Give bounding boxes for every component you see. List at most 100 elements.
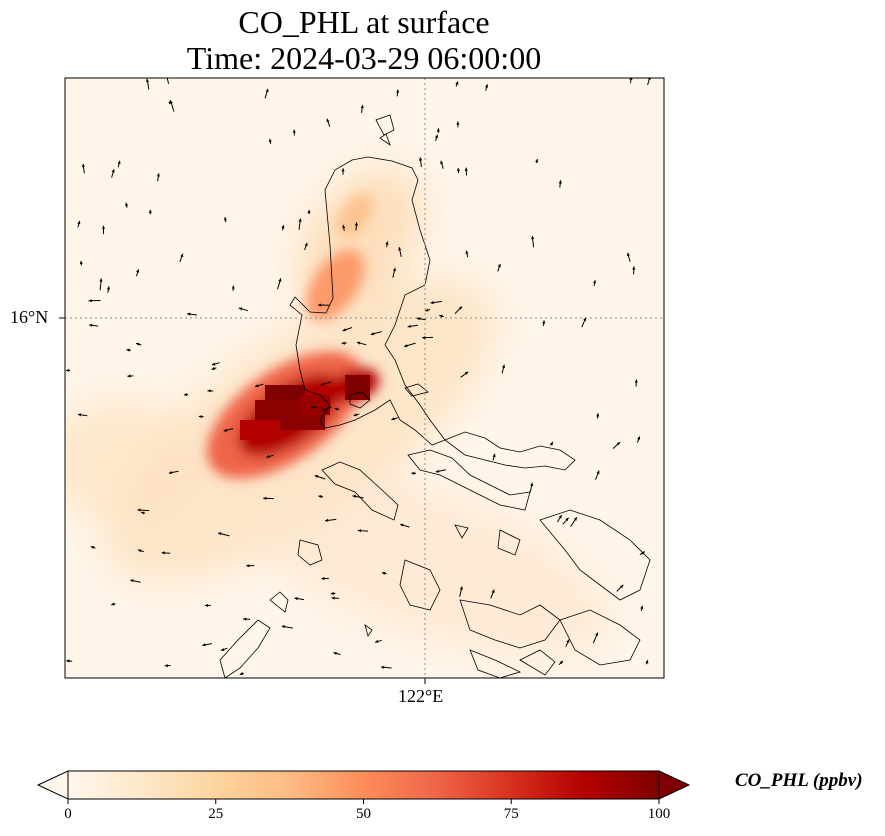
wind-arrow-head bbox=[531, 235, 535, 240]
wind-arrow-head bbox=[77, 220, 81, 225]
wind-arrow-head bbox=[79, 260, 83, 265]
wind-arrow-head bbox=[255, 384, 259, 388]
wind-arrow-head bbox=[81, 163, 85, 168]
wind-arrow-head bbox=[342, 328, 346, 332]
wind-arrow-head bbox=[318, 303, 322, 307]
wind-arrow-head bbox=[318, 495, 322, 499]
wind-arrow-head bbox=[325, 518, 329, 522]
wind-arrow-head bbox=[464, 371, 469, 375]
wind-arrow-head bbox=[127, 374, 131, 378]
wind-arrow-head bbox=[223, 428, 228, 432]
wind-arrow-head bbox=[156, 173, 160, 177]
wind-arrow-head bbox=[223, 217, 227, 221]
wind-arrow-head bbox=[334, 407, 338, 411]
wind-arrow-head bbox=[400, 523, 404, 527]
wind-arrow-head bbox=[459, 586, 463, 590]
wind-arrow-head bbox=[326, 118, 330, 123]
lat-tick-label: 16°N bbox=[10, 307, 49, 327]
wind-arrow-head bbox=[311, 405, 315, 409]
wind-arrow-head bbox=[419, 157, 423, 161]
wind-arrow-head bbox=[381, 665, 385, 669]
wind-arrow-head bbox=[168, 100, 172, 104]
wind-arrow-head bbox=[266, 455, 270, 458]
wind-arrow-head bbox=[281, 625, 285, 629]
wind-arrow-head bbox=[141, 511, 145, 515]
wind-arrow-head bbox=[352, 494, 356, 498]
wind-arrow-head bbox=[238, 307, 243, 311]
wind-arrow-head bbox=[218, 532, 222, 536]
wind-arrow-head bbox=[370, 332, 375, 336]
concentration-field bbox=[65, 78, 664, 678]
wind-arrow-head bbox=[392, 267, 396, 272]
wind-arrow-head bbox=[425, 308, 429, 312]
wind-arrow-head bbox=[126, 348, 130, 352]
lon-tick-label: 122°E bbox=[398, 686, 444, 706]
wind-arrow-head bbox=[593, 280, 597, 284]
wind-arrow-head bbox=[619, 584, 624, 589]
wind-arrow-head bbox=[645, 660, 649, 664]
wind-arrow-head bbox=[202, 643, 206, 647]
wind-arrow-head bbox=[559, 660, 563, 665]
wind-arrow-head bbox=[136, 342, 140, 346]
wind-arrow-head bbox=[465, 250, 469, 254]
wind-arrow-head bbox=[385, 241, 389, 245]
wind-arrow-head bbox=[212, 362, 216, 366]
wind-arrow-head bbox=[396, 89, 400, 93]
wind-arrow-head bbox=[183, 393, 188, 397]
wind-arrow bbox=[166, 78, 170, 84]
wind-arrow-head bbox=[292, 129, 296, 133]
map-title: CO_PHL at surface bbox=[238, 4, 490, 40]
wind-arrow-head bbox=[422, 336, 426, 340]
wind-arrow-head bbox=[616, 442, 621, 446]
wind-arrow-head bbox=[99, 278, 103, 282]
colorbar-tick-label: 25 bbox=[208, 806, 224, 822]
wind-arrow-head bbox=[130, 579, 134, 583]
wind-arrow-head bbox=[573, 517, 577, 521]
wind-arrow-head bbox=[187, 312, 191, 316]
wind-arrow-head bbox=[321, 576, 325, 581]
wind-arrow-head bbox=[375, 639, 379, 643]
wind-arrow-head bbox=[637, 436, 641, 440]
wind-arrow-head bbox=[77, 413, 82, 417]
wind-arrow-head bbox=[278, 278, 282, 282]
wind-arrow-head bbox=[458, 306, 463, 310]
wind-arrow-head bbox=[535, 159, 539, 163]
wind-arrow-head bbox=[407, 324, 411, 328]
wind-arrow-head bbox=[416, 317, 420, 321]
wind-arrow-head bbox=[456, 121, 460, 125]
wind-arrow-head bbox=[491, 589, 495, 594]
wind-arrow-head bbox=[198, 415, 202, 419]
wind-arrow-head bbox=[331, 596, 335, 600]
wind-arrow-head bbox=[596, 413, 600, 417]
wind-arrow-head bbox=[265, 88, 269, 93]
wind-arrow-head bbox=[111, 602, 115, 606]
wind-arrow-head bbox=[168, 471, 173, 475]
wind-arrow-head bbox=[595, 632, 598, 636]
wind-arrow-head bbox=[106, 286, 110, 290]
wind-arrow-head bbox=[565, 517, 569, 522]
wind-arrow-head bbox=[268, 138, 272, 142]
wind-arrow-head bbox=[542, 320, 546, 324]
wind-arrow-head bbox=[164, 664, 168, 668]
wind-arrow-head bbox=[320, 382, 325, 386]
wind-arrow-head bbox=[456, 167, 460, 172]
wind-arrow-head bbox=[492, 453, 496, 458]
wind-arrow-head bbox=[341, 168, 345, 172]
map-frame bbox=[64, 77, 665, 679]
wind-arrow-head bbox=[314, 475, 319, 478]
wind-arrow-head bbox=[632, 266, 636, 270]
wind-arrow-head bbox=[204, 603, 209, 607]
wind-arrow-head bbox=[596, 470, 600, 475]
wind-arrow-head bbox=[148, 209, 152, 213]
wind-arrow-head bbox=[111, 169, 115, 173]
wind-arrow bbox=[630, 78, 632, 84]
wind-arrow-head bbox=[231, 285, 235, 289]
wind-vectors bbox=[66, 78, 651, 676]
wind-arrow-head bbox=[583, 317, 587, 322]
wind-arrow-head bbox=[307, 209, 311, 214]
wind-arrow bbox=[647, 78, 651, 86]
wind-arrow-head bbox=[137, 508, 141, 512]
wind-arrow-head bbox=[125, 202, 129, 207]
wind-arrow-head bbox=[220, 648, 225, 651]
